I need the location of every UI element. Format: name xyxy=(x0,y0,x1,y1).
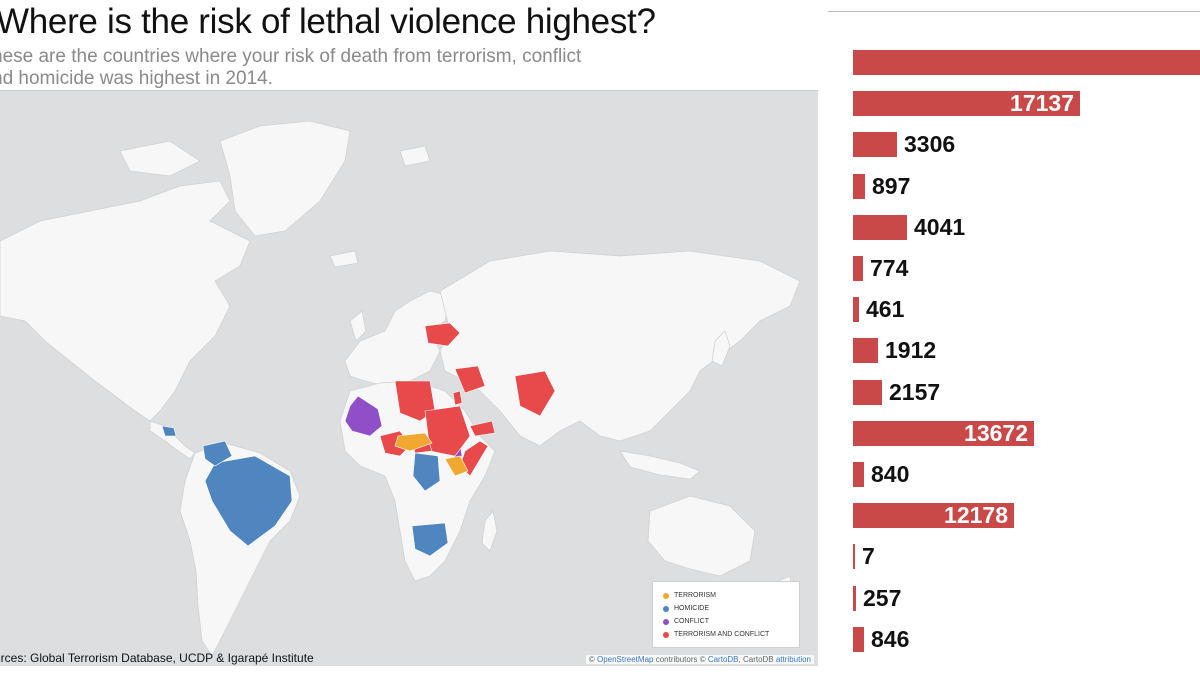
israel-region xyxy=(452,390,463,406)
legend-swatch-homicide xyxy=(663,605,669,612)
bar-10 xyxy=(853,421,1034,446)
world-map-svg xyxy=(0,120,801,657)
sahel-terrorism-region xyxy=(394,432,433,452)
legend-swatch-terrorism-and-conflict xyxy=(663,631,669,638)
bar-value-label-8: 1912 xyxy=(885,337,937,363)
bar-value-label-11: 840 xyxy=(871,461,910,487)
north-america-land xyxy=(0,180,251,422)
bar-4 xyxy=(853,174,865,199)
bar-chart-top-rule xyxy=(828,11,1200,12)
bar-value-label-13: 7 xyxy=(862,543,875,569)
japan-land xyxy=(711,330,731,367)
attribution-link[interactable]: attribution xyxy=(775,655,811,664)
map-attribution: © OpenStreetMap contributors © CartoDB, … xyxy=(585,655,814,664)
chart-title: Where is the risk of lethal violence hig… xyxy=(0,2,656,41)
bar-8 xyxy=(853,338,878,363)
ukraine-region xyxy=(424,322,461,347)
colombia-venezuela-region xyxy=(202,440,233,467)
drc-region xyxy=(412,452,441,492)
brazil-region xyxy=(204,455,293,547)
bar-value-label-12: 12178 xyxy=(944,502,1008,528)
bar-value-label-6: 774 xyxy=(870,255,909,281)
bar-value-label-4: 897 xyxy=(872,173,911,199)
uk-land xyxy=(349,310,367,342)
bar-13 xyxy=(853,544,855,569)
madagascar-land xyxy=(481,510,498,552)
chart-subtitle-line-1: hese are the countries where your risk o… xyxy=(0,46,582,67)
map-legend: TERRORISM HOMICIDE CONFLICT TERRORISM AN… xyxy=(652,581,800,648)
legend-label-terrorism-and-conflict: TERRORISM AND CONFLICT xyxy=(674,631,770,638)
yemen-region xyxy=(469,420,496,437)
bar-value-label-10: 13672 xyxy=(964,420,1028,446)
bar-value-label-7: 461 xyxy=(866,296,905,322)
bar-value-label-5: 4041 xyxy=(914,214,966,240)
openstreetmap-link[interactable]: OpenStreetMap xyxy=(596,655,654,664)
cartodb-link[interactable]: CartoDB xyxy=(707,655,739,664)
attribution-prefix: © xyxy=(588,655,597,664)
bar-7 xyxy=(853,297,859,322)
arctic-islands-land xyxy=(119,140,201,177)
bar-3 xyxy=(853,132,897,157)
legend-label-terrorism: TERRORISM xyxy=(674,592,716,599)
bar-value-label-9: 2157 xyxy=(889,379,941,405)
syria-iraq-region xyxy=(454,365,486,394)
legend-swatch-terrorism xyxy=(663,592,669,599)
legend-item-homicide: HOMICIDE xyxy=(663,602,799,615)
bar-value-label-3: 3306 xyxy=(904,131,956,157)
mali-region xyxy=(344,395,383,437)
bar-6 xyxy=(853,256,863,281)
world-map: TERRORISM HOMICIDE CONFLICT TERRORISM AN… xyxy=(0,90,818,666)
bar-2 xyxy=(853,91,1080,116)
bar-value-label-2: 17137 xyxy=(1010,90,1074,116)
chart-subtitle-line-2: nd homicide was highest in 2014. xyxy=(0,68,273,89)
legend-item-conflict: CONFLICT xyxy=(663,615,799,628)
bar-11 xyxy=(853,462,864,487)
legend-label-homicide: HOMICIDE xyxy=(674,605,709,612)
southeast-asia-land xyxy=(619,450,701,480)
central-america-homicide-region xyxy=(161,425,177,437)
bar-14 xyxy=(853,586,856,611)
legend-item-terrorism-and-conflict: TERRORISM AND CONFLICT xyxy=(663,628,799,641)
iceland-land xyxy=(329,250,359,268)
kenya-region xyxy=(444,455,469,477)
attribution-mid2: , CartoDB xyxy=(738,655,776,664)
legend-label-conflict: CONFLICT xyxy=(674,618,709,625)
bar-value-label-14: 257 xyxy=(863,585,902,611)
bar-value-label-15: 846 xyxy=(871,626,910,652)
bar-5 xyxy=(853,215,907,240)
legend-item-terrorism: TERRORISM xyxy=(663,589,799,602)
australia-land xyxy=(647,495,756,577)
data-source-note: urces: Global Terrorism Database, UCDP &… xyxy=(0,651,314,665)
attribution-mid: contributors © xyxy=(653,655,708,664)
svalbard-land xyxy=(399,145,431,167)
legend-swatch-conflict xyxy=(663,618,669,625)
south-africa-region xyxy=(411,522,449,557)
bar-12 xyxy=(853,503,1014,528)
bar-9 xyxy=(853,380,882,405)
bar-1 xyxy=(853,50,1200,75)
bar-15 xyxy=(853,627,864,652)
afghanistan-pakistan-region xyxy=(514,370,556,417)
greenland-land xyxy=(219,120,351,237)
